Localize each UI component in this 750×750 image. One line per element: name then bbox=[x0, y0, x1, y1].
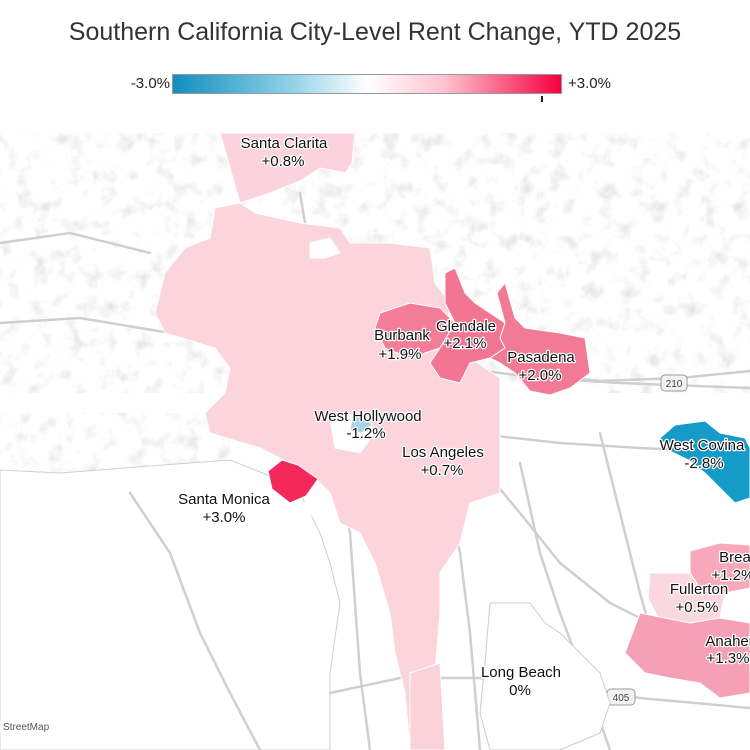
city-label-santa-clarita: Santa Clarita bbox=[241, 135, 328, 152]
city-change-glendale: +2.1% bbox=[444, 335, 487, 352]
legend-gradient-bar bbox=[172, 74, 562, 102]
city-label-burbank: Burbank bbox=[374, 327, 430, 344]
city-change-anaheim-value: +1.3% bbox=[707, 650, 750, 667]
city-area-west-covina[interactable] bbox=[659, 420, 750, 504]
map-title: Southern California City-Level Rent Chan… bbox=[68, 18, 682, 46]
city-label-fullerton: Fullerton bbox=[670, 581, 728, 598]
city-change-brea: +1.2% bbox=[712, 567, 750, 584]
city-change-burbank: +1.9% bbox=[379, 346, 422, 363]
city-change-long-beach: 0% bbox=[509, 682, 531, 699]
map-svg[interactable]: 210 405 bbox=[0, 133, 750, 750]
highway-shield-210: 210 bbox=[660, 374, 688, 392]
city-area-santa-monica[interactable] bbox=[267, 459, 319, 504]
map-attribution[interactable]: StreetMap bbox=[0, 721, 53, 734]
svg-text:210: 210 bbox=[666, 379, 683, 390]
highway-shield-405: 405 bbox=[606, 688, 636, 706]
city-label-long-beach: Long Beach bbox=[481, 664, 561, 681]
legend-zero-tick bbox=[541, 96, 543, 102]
city-area-south-strip[interactable] bbox=[409, 662, 446, 750]
city-label-anaheim: Anaheim bbox=[705, 633, 750, 650]
city-label-brea: Brea bbox=[719, 549, 750, 566]
city-change-fullerton: +0.5% bbox=[676, 599, 719, 616]
city-change-west-hollywood: -1.2% bbox=[346, 425, 385, 442]
ocean bbox=[0, 459, 341, 750]
city-enclave bbox=[309, 237, 341, 259]
city-label-santa-monica: Santa Monica bbox=[178, 491, 270, 508]
city-label-los-angeles: Los Angeles bbox=[402, 444, 484, 461]
city-area-santa-clarita[interactable] bbox=[219, 133, 356, 204]
city-label-pasadena: Pasadena bbox=[507, 349, 575, 366]
city-enclave bbox=[304, 482, 331, 519]
city-change-santa-monica: +3.0% bbox=[203, 509, 246, 526]
city-change-santa-clarita: +0.8% bbox=[262, 153, 305, 170]
city-change-los-angeles: +0.7% bbox=[421, 462, 464, 479]
city-change-west-covina: -2.8% bbox=[684, 455, 723, 472]
legend-min-label: -3.0% bbox=[130, 75, 170, 92]
legend-max-label: +3.0% bbox=[568, 75, 611, 92]
city-area-long-beach[interactable] bbox=[479, 602, 611, 750]
svg-text:405: 405 bbox=[613, 693, 630, 704]
city-label-west-hollywood: West Hollywood bbox=[314, 408, 421, 425]
city-area-anaheim[interactable] bbox=[624, 612, 750, 699]
city-label-west-covina: West Covina bbox=[660, 437, 745, 454]
city-area-west-hollywood[interactable] bbox=[349, 412, 373, 434]
color-scale-legend: -3.0% +3.0% bbox=[0, 70, 750, 102]
map-canvas[interactable]: 210 405 bbox=[0, 133, 750, 750]
city-area-pasadena[interactable] bbox=[489, 282, 591, 396]
city-label-glendale: Glendale bbox=[436, 318, 496, 335]
city-polygons[interactable] bbox=[154, 133, 750, 750]
city-change-pasadena: +2.0% bbox=[519, 367, 562, 384]
city-labels: Santa Clarita +0.8% Burbank +1.9% Glenda… bbox=[177, 134, 750, 701]
